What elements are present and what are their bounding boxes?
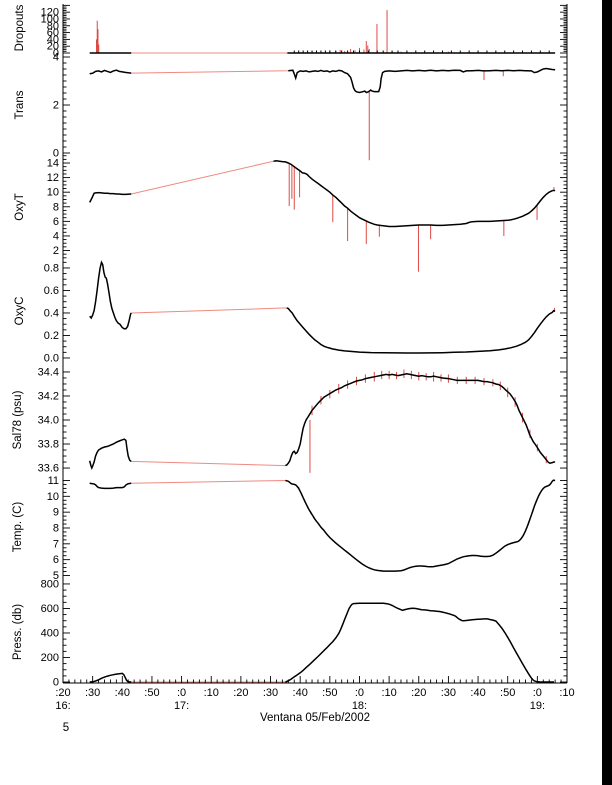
svg-text:400: 400: [41, 627, 59, 639]
svg-text:19:: 19:: [530, 700, 545, 712]
svg-text::10: :10: [204, 687, 219, 699]
svg-text:17:: 17:: [174, 700, 189, 712]
svg-text::0: :0: [177, 687, 186, 699]
svg-text:34.4: 34.4: [38, 366, 59, 378]
svg-text::20: :20: [233, 687, 248, 699]
svg-text::40: :40: [293, 687, 308, 699]
svg-text:0: 0: [53, 48, 59, 60]
svg-text:7: 7: [53, 538, 59, 550]
svg-text:100: 100: [41, 13, 59, 25]
svg-text:34.2: 34.2: [38, 390, 59, 402]
svg-text::10: :10: [381, 687, 396, 699]
svg-text:6: 6: [53, 554, 59, 566]
svg-text:4: 4: [53, 230, 59, 242]
svg-text:14: 14: [47, 158, 59, 170]
svg-text:4: 4: [53, 52, 59, 64]
hour-footnote: 5: [62, 722, 70, 734]
svg-text:0: 0: [53, 677, 59, 689]
y-axis-label-dropouts: Dropouts: [14, 4, 26, 52]
svg-text::0: :0: [533, 687, 542, 699]
y-axis-label-temp: Temp. (C): [12, 501, 24, 553]
svg-text:16:: 16:: [55, 700, 70, 712]
y-axis-label-trans: Trans: [14, 90, 26, 120]
svg-text::50: :50: [322, 687, 337, 699]
svg-text:10: 10: [47, 491, 59, 503]
svg-text:0.8: 0.8: [44, 262, 59, 274]
svg-text:33.8: 33.8: [38, 439, 59, 451]
svg-text::30: :30: [441, 687, 456, 699]
svg-text:800: 800: [41, 578, 59, 590]
svg-text:6: 6: [53, 216, 59, 228]
svg-text:0.0: 0.0: [44, 352, 59, 364]
svg-text:10: 10: [47, 187, 59, 199]
svg-text::10: :10: [559, 687, 574, 699]
svg-text::50: :50: [500, 687, 515, 699]
svg-text::30: :30: [85, 687, 100, 699]
chart-title: Ventana 05/Feb/2002: [260, 712, 370, 724]
svg-text:8: 8: [53, 201, 59, 213]
svg-text::20: :20: [411, 687, 426, 699]
svg-text:0.4: 0.4: [44, 307, 59, 319]
svg-text:200: 200: [41, 652, 59, 664]
plot-canvas: 02040608010012002424681012140.00.20.40.6…: [38, 4, 575, 712]
svg-text:0.6: 0.6: [44, 285, 59, 297]
svg-text:0.2: 0.2: [44, 330, 59, 342]
svg-text:12: 12: [47, 172, 59, 184]
svg-text:2: 2: [53, 245, 59, 257]
svg-text:120: 120: [41, 7, 59, 19]
svg-text:11: 11: [48, 475, 59, 487]
svg-text:18:: 18:: [352, 700, 367, 712]
svg-text:80: 80: [47, 20, 59, 32]
svg-text::30: :30: [263, 687, 278, 699]
svg-text:20: 20: [47, 41, 59, 53]
y-axis-label-sal78: Sal78 (psu): [12, 390, 24, 450]
svg-text::40: :40: [470, 687, 485, 699]
svg-text:600: 600: [41, 603, 59, 615]
y-axis-label-oxyc: OxyC: [14, 296, 26, 326]
svg-text:34.0: 34.0: [38, 415, 59, 427]
svg-text:40: 40: [47, 34, 59, 46]
svg-text::50: :50: [144, 687, 159, 699]
svg-text:8: 8: [53, 522, 59, 534]
svg-text::0: :0: [355, 687, 364, 699]
y-axis-label-press: Press. (db): [12, 603, 24, 661]
svg-text:0: 0: [53, 148, 59, 160]
svg-text:5: 5: [53, 570, 59, 582]
svg-text:33.6: 33.6: [38, 463, 59, 475]
svg-text:9: 9: [53, 507, 59, 519]
right-black-band: [602, 0, 612, 785]
svg-text::20: :20: [55, 687, 70, 699]
y-axis-label-oxyt: OxyT: [14, 193, 26, 221]
svg-text::40: :40: [115, 687, 130, 699]
svg-text:60: 60: [47, 27, 59, 39]
svg-text:2: 2: [53, 100, 59, 112]
